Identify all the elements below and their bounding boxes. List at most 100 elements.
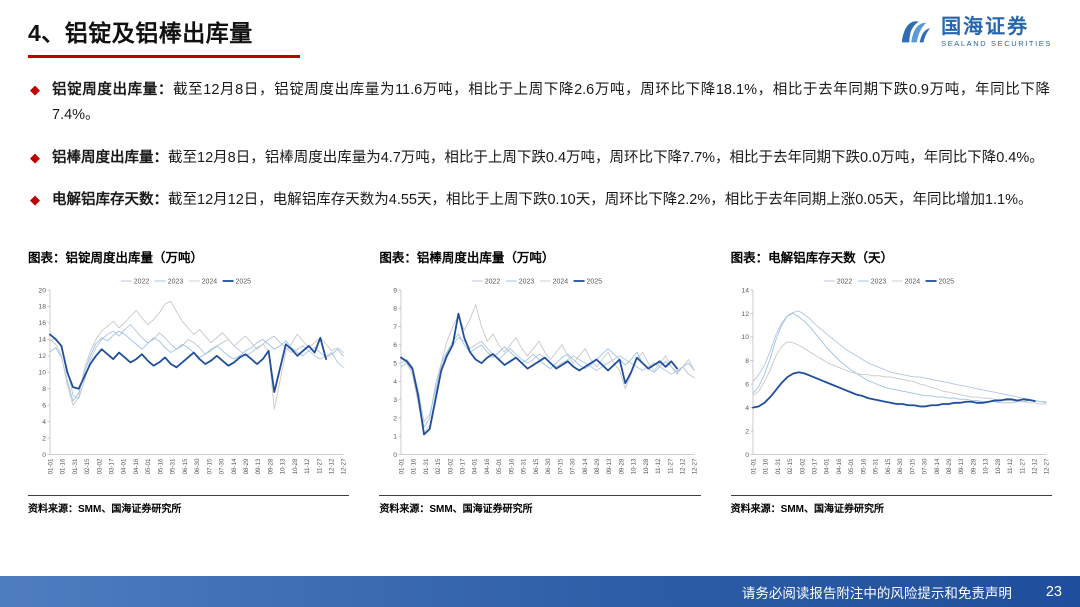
- line-chart-rod-outbound: 2022 2023 2024 2025 0 1 2 3 4 5 6 7 8 9 01-01 01-16 01-3…: [394, 278, 700, 474]
- svg-text:05-31: 05-31: [170, 458, 177, 474]
- svg-text:2025: 2025: [938, 278, 954, 285]
- svg-text:04-16: 04-16: [484, 458, 491, 474]
- svg-text:10: 10: [38, 369, 46, 376]
- svg-text:01-31: 01-31: [72, 458, 79, 474]
- bullet-body: 截至12月8日，铝锭周度出库量为11.6万吨，相比于上周下降2.6万吨，周环比下…: [52, 82, 1050, 124]
- svg-text:0: 0: [394, 451, 398, 458]
- svg-text:10-28: 10-28: [643, 458, 650, 474]
- svg-text:02-15: 02-15: [787, 458, 794, 474]
- svg-text:7: 7: [394, 323, 398, 330]
- svg-text:06-30: 06-30: [194, 458, 201, 474]
- svg-text:07-30: 07-30: [921, 458, 928, 474]
- svg-text:1: 1: [394, 433, 398, 440]
- svg-text:2025: 2025: [236, 278, 252, 285]
- svg-text:05-31: 05-31: [872, 458, 879, 474]
- svg-text:6: 6: [42, 402, 46, 409]
- logo-en-text: SEALAND SECURITIES: [941, 38, 1052, 48]
- svg-text:05-16: 05-16: [509, 458, 516, 474]
- chart-source: 资料来源：SMM、国海证券研究所: [28, 495, 350, 515]
- svg-text:11-27: 11-27: [1019, 458, 1026, 474]
- svg-text:01-16: 01-16: [411, 458, 418, 474]
- svg-text:10-13: 10-13: [280, 458, 287, 474]
- chart-panel-ingot-outbound: 图表：铝锭周度出库量（万吨） 2022 2023 2024 2025 0 2 4 6 8 10 12…: [28, 247, 350, 515]
- svg-text:01-01: 01-01: [47, 458, 54, 474]
- svg-text:2025: 2025: [587, 278, 603, 285]
- bullet-body: 截至12月8日，铝棒周度出库量为4.7万吨，相比于上周下跌0.4万吨，周环比下降…: [168, 149, 1044, 166]
- svg-text:16: 16: [38, 320, 46, 327]
- svg-text:08-14: 08-14: [582, 458, 589, 474]
- svg-text:03-02: 03-02: [96, 458, 103, 474]
- svg-text:11-12: 11-12: [304, 458, 311, 474]
- svg-text:14: 14: [38, 336, 46, 343]
- svg-text:12-12: 12-12: [1031, 458, 1038, 474]
- svg-text:8: 8: [745, 357, 749, 364]
- svg-text:06-15: 06-15: [533, 458, 540, 474]
- svg-text:03-02: 03-02: [799, 458, 806, 474]
- svg-text:05-16: 05-16: [157, 458, 164, 474]
- svg-text:2: 2: [745, 428, 749, 435]
- svg-text:03-17: 03-17: [109, 458, 116, 474]
- bullet-label: 铝棒周度出库量：: [52, 149, 168, 166]
- svg-text:02-15: 02-15: [84, 458, 91, 474]
- svg-text:04-16: 04-16: [836, 458, 843, 474]
- svg-text:0: 0: [42, 451, 46, 458]
- chart-panel-inventory-days: 图表：电解铝库存天数（天） 2022 2023 2024 2025 0 2 4 6 8 10 12 1…: [730, 247, 1052, 515]
- svg-text:8: 8: [394, 305, 398, 312]
- diamond-bullet-icon: ◆: [30, 192, 40, 208]
- svg-text:09-28: 09-28: [970, 458, 977, 474]
- svg-text:05-31: 05-31: [521, 458, 528, 474]
- svg-text:5: 5: [394, 360, 398, 367]
- svg-text:2023: 2023: [870, 278, 886, 285]
- bullet-item: ◆ 铝锭周度出库量：截至12月8日，铝锭周度出库量为11.6万吨，相比于上周下降…: [30, 78, 1050, 129]
- header: 4、铝锭及铝棒出库量 国海证券 SEALAND SECURITIES: [0, 0, 1080, 58]
- svg-text:12: 12: [38, 353, 46, 360]
- svg-text:08-29: 08-29: [243, 458, 250, 474]
- svg-text:3: 3: [394, 397, 398, 404]
- svg-text:2024: 2024: [202, 278, 218, 285]
- svg-text:01-01: 01-01: [750, 458, 757, 474]
- logo-cn-text: 国海证券: [941, 15, 1030, 38]
- line-chart-inventory-days: 2022 2023 2024 2025 0 2 4 6 8 10 12 14 01-01 01-16 01-…: [741, 278, 1050, 474]
- svg-text:07-30: 07-30: [218, 458, 225, 474]
- svg-text:09-28: 09-28: [619, 458, 626, 474]
- summary-bullets: ◆ 铝锭周度出库量：截至12月8日，铝锭周度出库量为11.6万吨，相比于上周下降…: [0, 58, 1080, 214]
- svg-text:06-15: 06-15: [885, 458, 892, 474]
- svg-text:01-16: 01-16: [762, 458, 769, 474]
- svg-text:06-30: 06-30: [897, 458, 904, 474]
- svg-text:2024: 2024: [553, 278, 569, 285]
- footer-disclaimer: 请务必阅读报告附注中的风险提示和免责声明: [741, 585, 1012, 601]
- svg-text:04-16: 04-16: [133, 458, 140, 474]
- svg-text:10-28: 10-28: [292, 458, 299, 474]
- svg-text:04-01: 04-01: [121, 458, 128, 474]
- diamond-bullet-icon: ◆: [30, 149, 40, 165]
- svg-text:08-14: 08-14: [933, 458, 940, 474]
- svg-text:11-12: 11-12: [655, 458, 662, 474]
- svg-text:2022: 2022: [485, 278, 501, 285]
- svg-text:03-17: 03-17: [460, 458, 467, 474]
- diamond-bullet-icon: ◆: [30, 82, 40, 97]
- svg-text:01-16: 01-16: [60, 458, 67, 474]
- svg-text:08-14: 08-14: [231, 458, 238, 474]
- bullet-label: 电解铝库存天数：: [52, 192, 168, 209]
- svg-text:09-13: 09-13: [607, 458, 614, 474]
- svg-text:10: 10: [741, 334, 749, 341]
- chart-title: 图表：铝棒周度出库量（万吨）: [379, 250, 555, 265]
- svg-text:09-13: 09-13: [958, 458, 965, 474]
- brand-logo: 国海证券 SEALAND SECURITIES: [896, 16, 1052, 48]
- bullet-text: 铝棒周度出库量：截至12月8日，铝棒周度出库量为4.7万吨，相比于上周下跌0.4…: [52, 146, 1044, 171]
- svg-text:11-27: 11-27: [316, 458, 323, 474]
- bullet-item: ◆ 铝棒周度出库量：截至12月8日，铝棒周度出库量为4.7万吨，相比于上周下跌0…: [30, 146, 1050, 171]
- svg-text:06-30: 06-30: [545, 458, 552, 474]
- sealand-logo-icon: [896, 16, 934, 48]
- svg-text:12-27: 12-27: [341, 458, 348, 474]
- charts-row: 图表：铝锭周度出库量（万吨） 2022 2023 2024 2025 0 2 4 6 8 10 12…: [0, 231, 1080, 515]
- svg-text:12-12: 12-12: [680, 458, 687, 474]
- svg-text:07-15: 07-15: [909, 458, 916, 474]
- svg-text:07-15: 07-15: [558, 458, 565, 474]
- svg-text:04-01: 04-01: [823, 458, 830, 474]
- svg-text:12-12: 12-12: [328, 458, 335, 474]
- svg-text:01-01: 01-01: [399, 458, 406, 474]
- bullet-item: ◆ 电解铝库存天数：截至12月12日，电解铝库存天数为4.55天，相比于上周下跌…: [30, 188, 1050, 213]
- svg-text:10-28: 10-28: [994, 458, 1001, 474]
- svg-text:4: 4: [42, 418, 46, 425]
